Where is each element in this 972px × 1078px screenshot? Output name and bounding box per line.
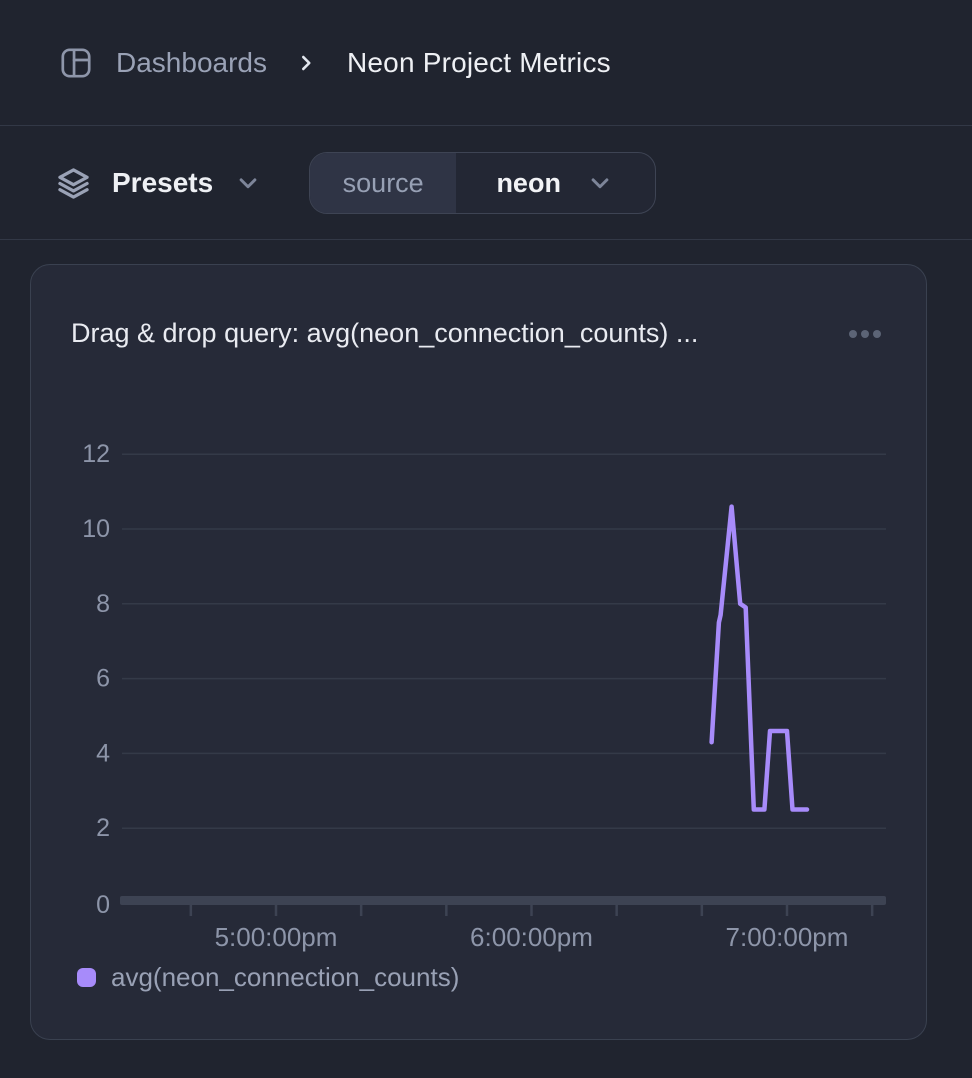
header: Dashboards Neon Project Metrics <box>0 0 972 126</box>
legend-item[interactable]: avg(neon_connection_counts) <box>77 962 459 992</box>
presets-button[interactable]: Presets <box>55 165 263 202</box>
dashboards-icon <box>58 45 94 81</box>
panel-menu-ellipsis-icon[interactable] <box>849 323 889 345</box>
toolbar: Presets source neon <box>0 128 972 240</box>
filter-value[interactable]: neon <box>456 153 655 213</box>
breadcrumb-chevron-icon <box>293 50 319 76</box>
filter-chevron-down-icon <box>585 168 615 198</box>
legend-label: avg(neon_connection_counts) <box>111 961 460 992</box>
breadcrumb-dashboards[interactable]: Dashboards <box>116 46 267 78</box>
page-title: Neon Project Metrics <box>346 46 611 78</box>
filter-key-label: source <box>310 153 457 213</box>
legend-swatch <box>77 967 96 987</box>
layers-icon <box>55 165 92 202</box>
presets-label: Presets <box>112 167 214 198</box>
panel-title: Drag & drop query: avg(neon_connection_c… <box>71 318 699 348</box>
metric-panel: Drag & drop query: avg(neon_connection_c… <box>30 264 927 1040</box>
presets-chevron-down-icon <box>233 168 263 198</box>
source-filter-select[interactable]: source neon <box>309 152 657 214</box>
filter-value-label: neon <box>496 167 561 198</box>
